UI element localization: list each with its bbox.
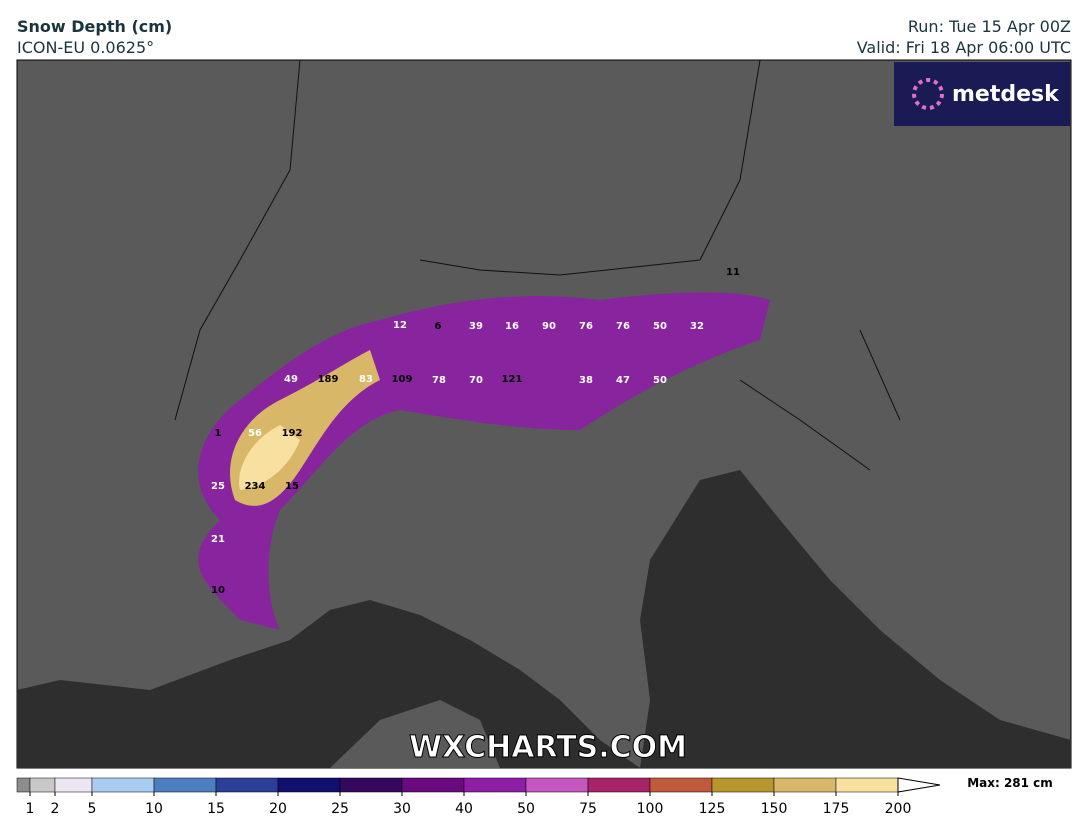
map-value-label: 25 [211, 481, 225, 492]
sea [640, 470, 1071, 768]
colorbar-segment [587, 777, 651, 793]
map-value-label: 38 [579, 375, 593, 386]
colorbar-tick-label: 125 [699, 801, 726, 817]
colorbar-segment [29, 777, 56, 793]
colorbar-tick-label: 15 [207, 801, 225, 817]
map-value-label: 12 [393, 320, 407, 331]
island [330, 700, 500, 768]
map-value-label: 50 [653, 375, 667, 386]
map-value-label: 70 [469, 375, 483, 386]
colorbar-segment [91, 777, 155, 793]
map-value-label: 189 [318, 374, 339, 385]
valid: Valid: Fri 18 Apr 06:00 UTC [857, 38, 1071, 57]
colorbar-tick-label: 175 [823, 801, 850, 817]
map-value-label: 192 [282, 428, 303, 439]
map-value-label: 15 [285, 481, 299, 492]
colorbar-tick-label: 150 [761, 801, 788, 817]
map-value-label: 56 [248, 428, 262, 439]
model: ICON-EU 0.0625° [17, 38, 154, 57]
map: metdesk WXCHARTS.COM [16, 59, 1072, 769]
map-value-label: 11 [726, 267, 740, 278]
map-value-label: 90 [542, 321, 556, 332]
map-value-label: 78 [432, 375, 446, 386]
colorbar-tick-label: 100 [637, 801, 664, 817]
colorbar-tick-label: 200 [885, 801, 912, 817]
colorbar-segment [215, 777, 279, 793]
map-value-label: 21 [211, 534, 225, 545]
map-value-label: 1 [215, 428, 222, 439]
map-value-label: 10 [211, 585, 225, 596]
map-value-label: 50 [653, 321, 667, 332]
logo-icon [912, 78, 944, 110]
map-value-label: 6 [435, 321, 442, 332]
colorbar-segment [711, 777, 775, 793]
colorbar-segment [54, 777, 93, 793]
map-value-label: 234 [245, 481, 266, 492]
colorbar-segment [153, 777, 217, 793]
colorbar-segment [463, 777, 527, 793]
map-value-label: 76 [579, 321, 593, 332]
run: Run: Tue 15 Apr 00Z [908, 17, 1071, 36]
map-value-label: 121 [502, 374, 523, 385]
colorbar-segment [277, 777, 341, 793]
logo: metdesk [952, 82, 1060, 107]
snow-area [239, 425, 300, 490]
colorbar-segment [401, 777, 465, 793]
colorbar-tick-label: 30 [393, 801, 411, 817]
map-value-label: 109 [392, 374, 413, 385]
colorbar-tick-label: 40 [455, 801, 473, 817]
sea [17, 600, 640, 768]
map-value-label: 76 [616, 321, 630, 332]
logo-box [894, 62, 1070, 126]
colorbar-tick-label: 25 [331, 801, 349, 817]
colorbar-tick-label: 5 [88, 801, 97, 817]
map-value-label: 39 [469, 321, 483, 332]
watermark: WXCHARTS.COM [409, 730, 687, 765]
colorbar-segment [339, 777, 403, 793]
map-value-label: 47 [616, 375, 630, 386]
colorbar-tick-label: 50 [517, 801, 535, 817]
colorbar-tick-label: 20 [269, 801, 287, 817]
colorbar-tick-label: 75 [579, 801, 597, 817]
colorbar-segment [525, 777, 589, 793]
map-value-label: 32 [690, 321, 704, 332]
map-value-label: 83 [359, 374, 373, 385]
colorbar-tick-label: 1 [26, 801, 35, 817]
colorbar-segment [649, 777, 713, 793]
map-value-label: 49 [284, 374, 298, 385]
colorbar-segment [835, 777, 899, 793]
title: Snow Depth (cm) [17, 17, 172, 36]
colorbar-tick-label: 10 [145, 801, 163, 817]
colorbar-under [16, 777, 31, 793]
max-label: Max: 281 cm [967, 776, 1053, 790]
colorbar-segment [773, 777, 837, 793]
colorbar-over [897, 777, 941, 793]
colorbar-tick-label: 2 [51, 801, 60, 817]
borders [174, 59, 901, 471]
map-value-label: 16 [505, 321, 519, 332]
